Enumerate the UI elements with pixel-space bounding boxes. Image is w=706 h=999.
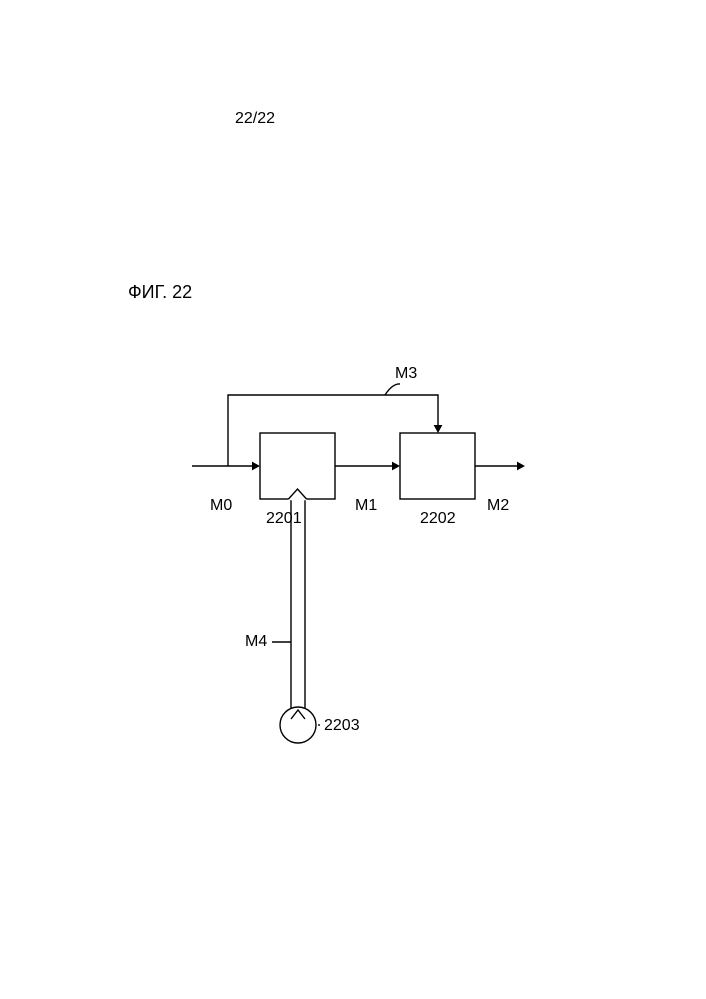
figure-diagram: M0 M1 M2 M3 M4 2201 2202 2203 <box>0 0 706 999</box>
diagram-label: M3 <box>395 365 417 382</box>
diagram-label: M1 <box>355 497 377 514</box>
diagram-label: M0 <box>210 497 232 514</box>
block-2203 <box>280 707 316 743</box>
diagram-label: M2 <box>487 497 509 514</box>
diagram-label: 2201 <box>266 510 302 527</box>
diagram-label: 2203 <box>324 717 360 734</box>
block-2202 <box>400 433 475 499</box>
diagram-label: 2202 <box>420 510 456 527</box>
diagram-label: M4 <box>245 633 267 650</box>
